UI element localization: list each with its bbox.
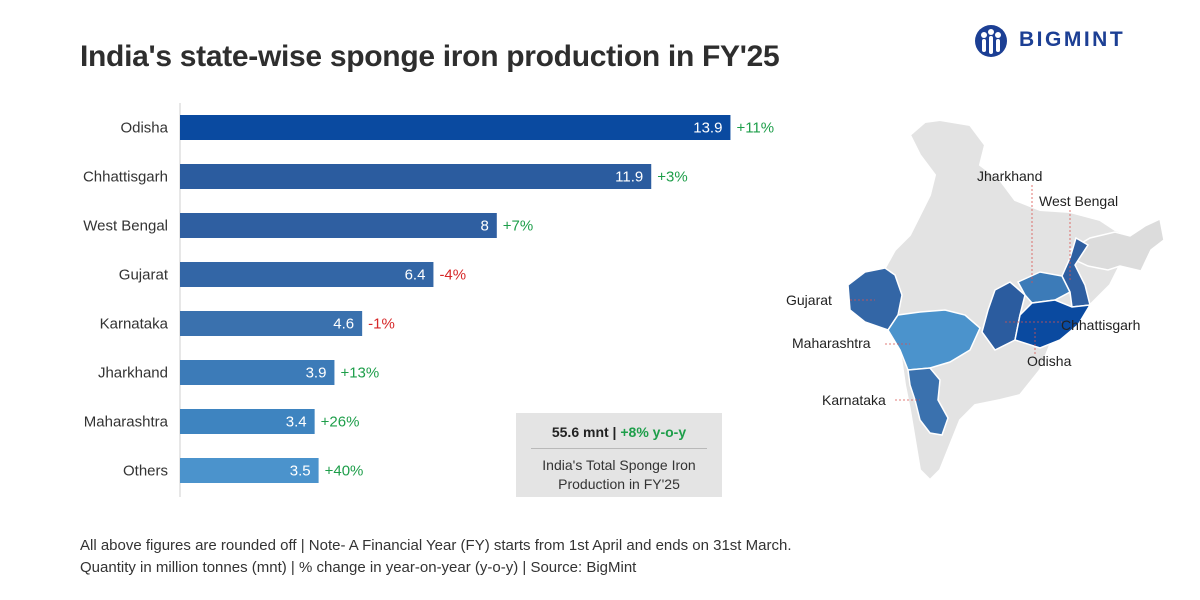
map-state-odisha — [1014, 299, 1092, 349]
total-value: 55.6 mnt — [551, 424, 609, 440]
total-summary-heading: 55.6 mnt | +8% y-o-y — [516, 424, 722, 440]
map-state-maharashtra — [887, 309, 981, 371]
bar-maharashtra — [180, 409, 315, 434]
category-label-chhattisgarh: Chhattisgarh — [83, 169, 168, 186]
map-label-odisha: Odisha — [1027, 353, 1072, 369]
bar-chhattisgarh — [180, 164, 652, 189]
map-region-ne — [1069, 217, 1165, 272]
map-state-jharkhand — [1016, 271, 1071, 304]
category-label-gujarat: Gujarat — [119, 267, 169, 284]
total-description: India's Total Sponge Iron Production in … — [516, 456, 722, 494]
change-label-karnataka: -1% — [368, 316, 395, 333]
india-map: Jharkhand West Bengal Gujarat Chhattisga… — [786, 118, 1167, 482]
value-label-odisha: 13.9 — [693, 120, 722, 137]
change-label-jharkhand: +13% — [340, 365, 379, 382]
map-leader-lines — [850, 185, 1071, 401]
map-label-karnataka: Karnataka — [822, 392, 886, 408]
category-label-odisha: Odisha — [120, 120, 168, 137]
map-state-west-bengal — [1061, 236, 1091, 308]
bar-west-bengal — [180, 213, 497, 238]
map-state-karnataka — [907, 367, 949, 436]
bar-chart: Odisha 13.9 +11% Chhattisgarh 11.9 +3% West Be… — [83, 103, 774, 497]
map-label-gujarat: Gujarat — [786, 292, 832, 308]
total-description-line2: Production in FY'25 — [558, 476, 680, 492]
category-label-maharashtra: Maharashtra — [84, 414, 169, 431]
bar-gujarat — [180, 262, 434, 287]
category-label-jharkhand: Jharkhand — [98, 365, 168, 382]
value-label-karnataka: 4.6 — [333, 316, 354, 333]
change-label-odisha: +11% — [736, 120, 774, 137]
total-change: +8% y-o-y — [620, 424, 687, 440]
bar-karnataka — [180, 311, 363, 336]
footnotes: All above figures are rounded off | Note… — [80, 535, 792, 579]
change-label-chhattisgarh: +3% — [657, 169, 687, 186]
total-description-line1: India's Total Sponge Iron — [542, 457, 696, 473]
change-label-maharashtra: +26% — [321, 414, 360, 431]
map-label-maharashtra: Maharashtra — [792, 335, 871, 351]
bar-others — [180, 458, 319, 483]
value-label-chhattisgarh: 11.9 — [615, 169, 643, 186]
summary-divider — [531, 448, 707, 449]
value-label-maharashtra: 3.4 — [286, 414, 307, 431]
value-label-gujarat: 6.4 — [405, 267, 426, 284]
footnote-line1: All above figures are rounded off | Note… — [80, 537, 792, 554]
change-label-gujarat: -4% — [439, 267, 466, 284]
category-label-west-bengal: West Bengal — [83, 218, 168, 235]
change-label-others: +40% — [325, 463, 364, 480]
chart-title: India's state-wise sponge iron productio… — [80, 40, 780, 73]
change-label-west-bengal: +7% — [503, 218, 533, 235]
map-label-west-bengal: West Bengal — [1039, 193, 1118, 209]
value-label-jharkhand: 3.9 — [306, 365, 327, 382]
brand-name: BIGMINT — [1019, 28, 1126, 51]
bar-jharkhand — [180, 360, 335, 385]
bar-odisha — [180, 115, 731, 140]
value-label-others: 3.5 — [290, 463, 311, 480]
total-summary-box: 55.6 mnt | +8% y-o-y India's Total Spong… — [516, 413, 722, 497]
footnote-line2: Quantity in million tonnes (mnt) | % cha… — [80, 559, 637, 576]
value-label-west-bengal: 8 — [480, 218, 488, 235]
category-label-others: Others — [123, 463, 168, 480]
category-label-karnataka: Karnataka — [100, 316, 169, 333]
total-separator: | — [608, 424, 621, 440]
map-state-gujarat — [847, 267, 903, 331]
bigmint-logo — [975, 25, 1007, 57]
map-label-chhattisgarh: Chhattisgarh — [1061, 317, 1140, 333]
map-label-jharkhand: Jharkhand — [977, 168, 1042, 184]
